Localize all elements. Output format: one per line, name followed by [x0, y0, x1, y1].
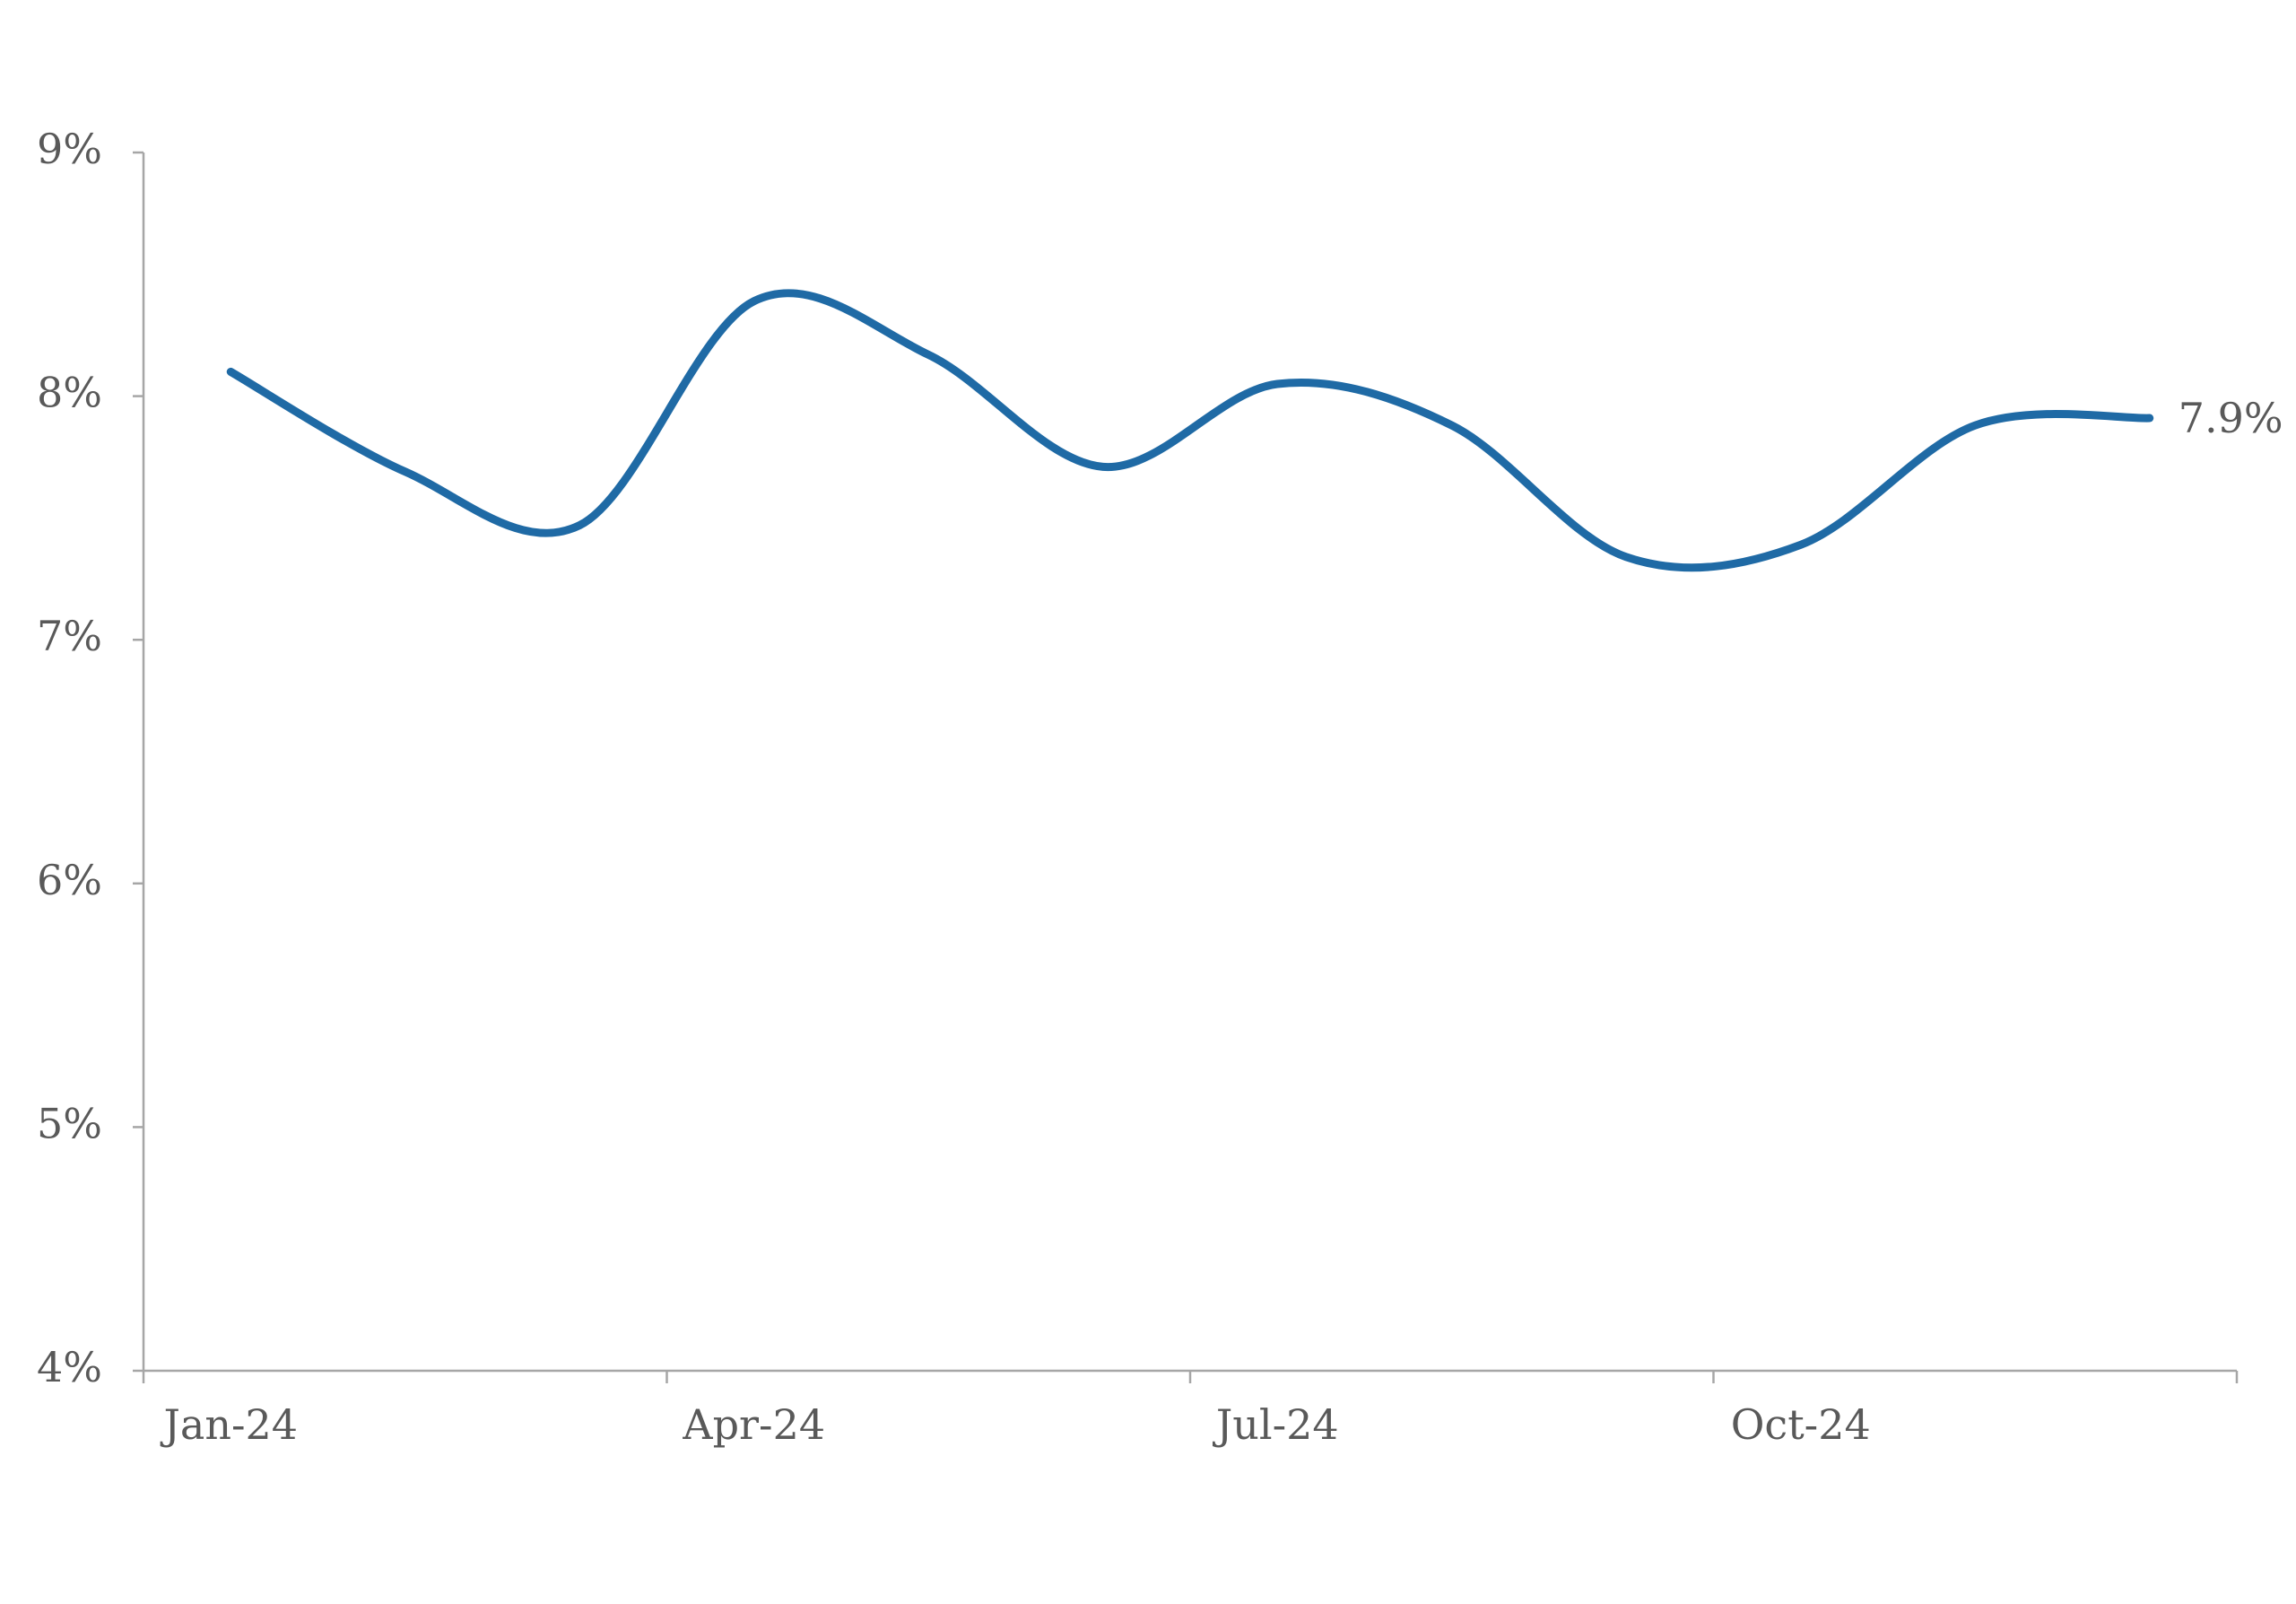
y-tick-label: 9%: [37, 125, 102, 173]
x-tick-label: Jul-24: [1213, 1400, 1339, 1449]
x-tick-label: Jan-24: [160, 1400, 298, 1449]
y-tick-label: 5%: [37, 1099, 102, 1147]
data-label: 7.9%: [2179, 394, 2283, 442]
y-tick-label: 4%: [37, 1343, 102, 1391]
line-series: [226, 289, 2154, 572]
x-tick-label: Apr-24: [682, 1400, 825, 1449]
y-tick-label: 7%: [37, 612, 102, 660]
x-tick-label: Oct-24: [1731, 1400, 1871, 1449]
y-tick-label: 6%: [37, 856, 102, 904]
y-tick-label: 8%: [37, 369, 102, 417]
